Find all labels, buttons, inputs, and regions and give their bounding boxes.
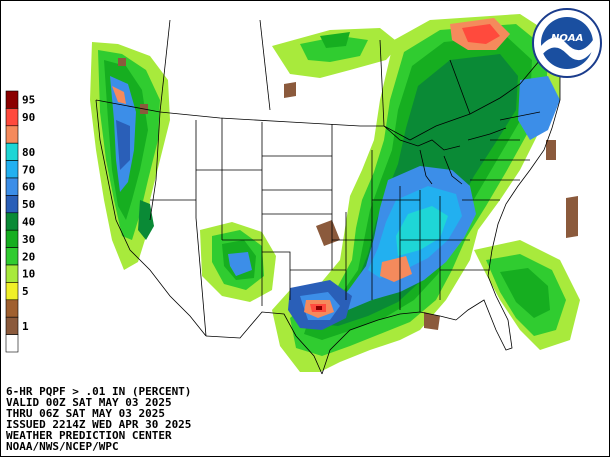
legend-swatch-10	[5, 264, 19, 283]
legend-swatch-9	[5, 247, 19, 266]
legend-swatch-11	[5, 282, 19, 301]
caption-thru: THRU 06Z SAT MAY 03 2025	[6, 407, 165, 420]
legend-swatch-6	[5, 195, 19, 214]
legend-swatch-8	[5, 229, 19, 248]
legend-swatch-12	[5, 299, 19, 318]
noaa-logo-icon: NOAA	[532, 8, 602, 78]
legend-swatch-1	[5, 108, 19, 127]
legend-swatch-0	[5, 90, 19, 109]
probability-shading	[90, 14, 580, 372]
legend-label-1: 1	[22, 320, 29, 333]
noaa-logo-label: NOAA	[551, 33, 583, 44]
legend-label-30: 30	[22, 233, 35, 246]
legend-label-90: 90	[22, 111, 35, 124]
legend-swatch-14	[5, 334, 19, 353]
legend-label-40: 40	[22, 216, 35, 229]
caption-issued: ISSUED 2214Z WED APR 30 2025	[6, 418, 191, 431]
legend-swatch-5	[5, 177, 19, 196]
caption-valid: VALID 00Z SAT MAY 03 2025	[6, 396, 172, 409]
legend-label-5: 5	[22, 285, 29, 298]
caption-agency: NOAA/NWS/NCEP/WPC	[6, 440, 119, 453]
legend-swatch-2	[5, 125, 19, 144]
legend-label-80: 80	[22, 146, 35, 159]
caption-center: WEATHER PREDICTION CENTER	[6, 429, 172, 442]
legend-label-50: 50	[22, 198, 35, 211]
legend-swatch-3	[5, 142, 19, 161]
legend-label-10: 10	[22, 268, 35, 281]
state-boundaries	[95, 19, 561, 375]
legend-swatch-7	[5, 212, 19, 231]
legend: 95 90 80 70 60 50 40 30 20 10 5 1	[5, 90, 35, 353]
legend-swatch-13	[5, 316, 19, 335]
legend-label-60: 60	[22, 181, 35, 194]
caption-product: 6-HR PQPF > .01 IN (PERCENT)	[6, 385, 191, 398]
legend-label-95: 95	[22, 94, 35, 107]
legend-label-70: 70	[22, 163, 35, 176]
legend-label-20: 20	[22, 250, 35, 263]
map-caption: 6-HR PQPF > .01 IN (PERCENT) VALID 00Z S…	[6, 385, 191, 453]
legend-swatch-4	[5, 160, 19, 179]
